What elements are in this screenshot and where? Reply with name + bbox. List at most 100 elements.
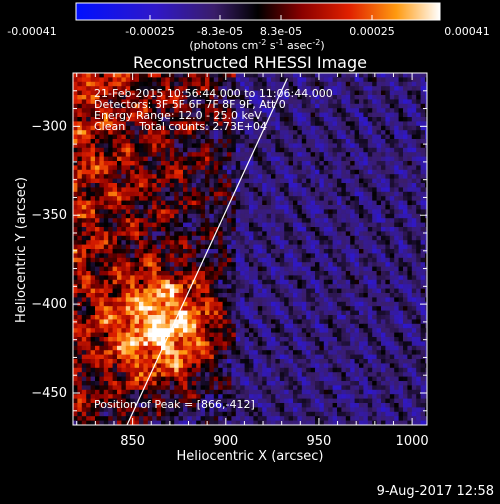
heatmap-cell [412,95,417,100]
heatmap-cell [403,152,408,157]
heatmap-cell [399,311,404,316]
heatmap-cell [412,196,417,201]
heatmap-cell [262,152,267,157]
heatmap-cell [407,262,412,267]
heatmap-cell [337,280,342,285]
heatmap-cell [372,139,377,144]
heatmap-cell [421,218,426,223]
heatmap-cell [381,183,386,188]
heatmap-cell [399,183,404,188]
heatmap-cell [174,218,179,223]
heatmap-cell [333,324,338,329]
heatmap-cell [311,196,316,201]
heatmap-cell [372,293,377,298]
heatmap-cell [143,139,148,144]
heatmap-cell [223,253,228,258]
heatmap-cell [363,253,368,258]
heatmap-cell [372,205,377,210]
heatmap-cell [157,275,162,280]
heatmap-cell [341,315,346,320]
heatmap-cell [174,192,179,197]
heatmap-cell [86,187,91,192]
heatmap-cell [403,253,408,258]
heatmap-cell [95,262,100,267]
heatmap-cell [333,196,338,201]
heatmap-cell [126,337,131,342]
heatmap-cell [86,139,91,144]
heatmap-cell [249,214,254,219]
heatmap-cell [223,82,228,87]
heatmap-cell [236,280,241,285]
heatmap-cell [205,306,210,311]
heatmap-cell [135,152,140,157]
heatmap-cell [346,135,351,140]
heatmap-cell [302,170,307,175]
heatmap-cell [302,311,307,316]
heatmap-cell [381,315,386,320]
heatmap-cell [319,108,324,113]
heatmap-cell [280,284,285,289]
heatmap-cell [214,73,219,78]
heatmap-cell [249,293,254,298]
heatmap-cell [165,315,170,320]
heatmap-cell [249,170,254,175]
heatmap-cell [385,280,390,285]
heatmap-cell [293,297,298,302]
heatmap-cell [302,284,307,289]
heatmap-cell [306,227,311,232]
heatmap-cell [152,214,157,219]
heatmap-cell [196,214,201,219]
heatmap-cell [148,148,153,153]
heatmap-cell [416,82,421,87]
heatmap-cell [240,152,245,157]
heatmap-cell [297,289,302,294]
heatmap-cell [170,258,175,263]
heatmap-cell [372,324,377,329]
heatmap-cell [86,284,91,289]
heatmap-cell [157,192,162,197]
heatmap-cell [236,82,241,87]
heatmap-cell [214,183,219,188]
heatmap-cell [416,95,421,100]
heatmap-cell [77,161,82,166]
heatmap-cell [319,297,324,302]
heatmap-cell [157,183,162,188]
heatmap-cell [377,73,382,78]
heatmap-cell [209,209,214,214]
heatmap-cell [359,231,364,236]
heatmap-cell [187,311,192,316]
heatmap-cell [412,249,417,254]
heatmap-cell [161,218,166,223]
heatmap-cell [165,280,170,285]
heatmap-cell [267,231,272,236]
heatmap-cell [170,306,175,311]
heatmap-cell [324,218,329,223]
heatmap-cell [368,306,373,311]
heatmap-cell [148,275,153,280]
heatmap-cell [227,148,232,153]
heatmap-cell [355,126,360,131]
heatmap-cell [412,245,417,250]
heatmap-cell [306,249,311,254]
heatmap-cell [293,245,298,250]
heatmap-cell [113,236,118,241]
heatmap-cell [209,196,214,201]
heatmap-cell [209,284,214,289]
heatmap-cell [148,284,153,289]
heatmap-cell [341,227,346,232]
heatmap-cell [293,315,298,320]
heatmap-cell [381,165,386,170]
heatmap-cell [262,297,267,302]
heatmap-cell [126,306,131,311]
heatmap-cell [99,240,104,245]
heatmap-cell [113,183,118,188]
heatmap-cell [108,324,113,329]
heatmap-cell [77,214,82,219]
heatmap-cell [368,258,373,263]
heatmap-cell [385,73,390,78]
heatmap-cell [346,139,351,144]
heatmap-cell [275,170,280,175]
heatmap-cell [368,73,373,78]
heatmap-cell [170,218,175,223]
heatmap-cell [297,267,302,272]
